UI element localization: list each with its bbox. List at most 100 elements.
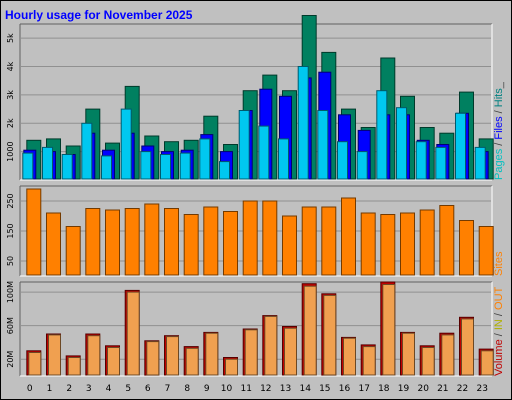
hits-pages-bar <box>61 154 73 180</box>
volume-out-bar <box>343 337 356 376</box>
hits-pages-bar <box>278 138 289 180</box>
volume-legend-item: / <box>493 310 505 319</box>
volume-out-bar <box>48 334 61 376</box>
hits-pages-bar <box>474 146 486 180</box>
sites-sites-bar <box>144 203 160 276</box>
sites-sites-bar <box>164 208 179 276</box>
sites-sites-bar <box>478 226 494 276</box>
hits-pages-bar <box>42 146 53 180</box>
hits-pages-bar <box>101 155 112 180</box>
x-tick-label: 3 <box>86 384 92 394</box>
hits-pages-bar <box>297 66 309 180</box>
sites-sites-bar <box>46 212 61 276</box>
sites-panel: 50 150 250 Sites <box>6 185 505 277</box>
volume-out-bar <box>382 284 396 376</box>
sites-sites-bar <box>439 205 455 276</box>
volume-out-bar <box>264 315 278 376</box>
x-tick-label: 2 <box>66 384 72 394</box>
volume-out-bar <box>461 318 474 376</box>
sites-legend-item: Sites <box>493 251 505 276</box>
x-tick-label: 21 <box>437 384 448 394</box>
x-tick-label: 23 <box>476 384 487 394</box>
sites-ytick-label: 150 <box>6 223 15 238</box>
volume-out-bar <box>126 291 140 376</box>
volume-out-bar <box>225 358 238 376</box>
sites-ytick-label: 250 <box>6 193 15 208</box>
volume-out-bar <box>323 294 337 376</box>
hits-pages-bar <box>356 151 368 180</box>
sites-sites-bar <box>321 206 337 276</box>
sites-sites-bar <box>124 208 140 276</box>
volume-legend-item: / <box>493 330 505 339</box>
sites-sites-bar <box>223 211 238 276</box>
hits-pages-bar <box>199 138 211 180</box>
x-tick-label: 12 <box>260 384 271 394</box>
sites-sites-bar <box>65 226 81 276</box>
x-tick-label: 16 <box>339 384 351 394</box>
x-tick-label: 8 <box>184 384 190 394</box>
x-tick-label: 14 <box>299 384 311 394</box>
hits-pages-bar <box>376 90 388 180</box>
hits-pages-bar <box>396 107 407 180</box>
sites-sites-bar <box>419 209 435 276</box>
sites-sites-bar <box>203 206 219 276</box>
volume-ytick-label: 100M <box>6 281 15 303</box>
volume-legend-item: Volume <box>493 339 505 376</box>
x-tick-label: 15 <box>319 384 330 394</box>
sites-sites-bar <box>242 200 258 276</box>
volume-legend-item: IN <box>493 319 505 330</box>
volume-legend-item: OUT <box>493 286 505 310</box>
volume-out-bar <box>107 347 120 376</box>
volume-ytick-label: 60M <box>6 317 15 334</box>
hits-pages-bar <box>435 146 447 180</box>
volume-out-bar <box>244 329 258 376</box>
sites-sites-bar <box>459 220 474 276</box>
hits-pages-bar <box>337 141 348 180</box>
volume-ytick-label: 20M <box>6 351 15 368</box>
volume-out-bar <box>28 352 42 376</box>
hits-pages-bar <box>258 125 270 180</box>
hits-legend-item: / <box>493 107 505 116</box>
hits-pages-bar <box>120 108 132 180</box>
x-tick-label: 19 <box>398 384 410 394</box>
x-tick-label: 5 <box>125 384 131 394</box>
x-tick-label: 7 <box>165 384 171 394</box>
volume-out-bar <box>303 285 317 376</box>
x-tick-label: 10 <box>221 384 233 394</box>
hits-pages-bar <box>160 154 171 180</box>
hits-legend-item: Pages <box>493 148 505 180</box>
hits-legend-item: Files <box>493 116 505 140</box>
volume-out-bar <box>441 334 455 376</box>
x-tick-label: 17 <box>358 384 369 394</box>
volume-out-bar <box>480 350 494 376</box>
sites-sites-bar <box>105 209 120 276</box>
hits-pages-bar <box>415 141 427 180</box>
x-tick-label: 22 <box>457 384 468 394</box>
x-tick-label: 13 <box>280 384 291 394</box>
volume-legend: Volume / IN / OUT <box>493 286 505 376</box>
x-tick-label: 0 <box>27 384 33 394</box>
hits-pages-bar <box>22 152 34 180</box>
hits-pages-bar <box>219 161 230 180</box>
volume-out-bar <box>421 347 435 376</box>
sites-sites-bar <box>380 214 396 276</box>
hits-ytick-label: 1000 <box>6 141 15 161</box>
hits-ytick-label: 2k <box>6 118 15 128</box>
hits-pages-bar <box>81 122 93 180</box>
x-tick-label: 11 <box>240 384 251 394</box>
hits-pages-bar <box>140 151 152 180</box>
sites-sites-bar <box>360 212 376 276</box>
hits-pages-bar <box>317 110 329 180</box>
sites-sites-bar <box>341 197 356 276</box>
volume-panel: 20M 60M 100M Volume / IN / OUT <box>6 281 505 377</box>
sites-sites-bar <box>301 206 317 276</box>
hits-panel: 1000 2k 3k 4k 5k Pages / Files / Hits_ <box>6 15 505 181</box>
sites-ytick-label: 50 <box>6 256 15 266</box>
sites-sites-bar <box>26 188 42 276</box>
sites-sites-bar <box>85 208 101 276</box>
hits-legend-item: _ <box>493 81 505 89</box>
hits-ytick-label: 4k <box>6 61 15 71</box>
sites-sites-bar <box>262 200 278 276</box>
x-tick-label: 20 <box>417 384 429 394</box>
